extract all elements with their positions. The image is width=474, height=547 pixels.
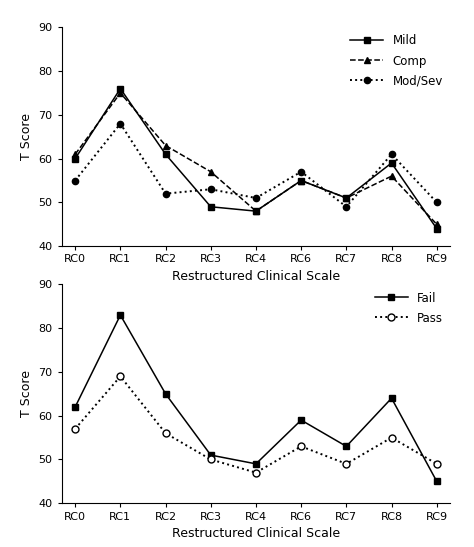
Mod/Sev	[163, 190, 168, 197]
Pass	[434, 461, 439, 467]
X-axis label: Restructured Clinical Scale: Restructured Clinical Scale	[172, 270, 340, 283]
Pass	[389, 434, 394, 441]
Fail	[298, 417, 304, 423]
Comp	[344, 195, 349, 201]
Mod/Sev	[253, 195, 259, 201]
Fail	[389, 395, 394, 401]
Comp	[389, 173, 394, 179]
Mild	[344, 195, 349, 201]
Line: Mod/Sev: Mod/Sev	[72, 120, 440, 210]
Line: Mild: Mild	[72, 85, 440, 232]
Pass	[208, 456, 214, 463]
Pass	[298, 443, 304, 450]
Fail	[434, 478, 439, 485]
Mild	[163, 151, 168, 158]
Mild	[389, 160, 394, 166]
Mod/Sev	[344, 203, 349, 210]
Line: Pass: Pass	[72, 373, 440, 476]
Fail	[163, 391, 168, 397]
Mod/Sev	[208, 186, 214, 193]
Mod/Sev	[298, 168, 304, 175]
Fail	[208, 452, 214, 458]
Legend: Fail, Pass: Fail, Pass	[370, 287, 448, 329]
Y-axis label: T Score: T Score	[20, 113, 33, 160]
Pass	[118, 373, 123, 380]
Pass	[253, 469, 259, 476]
Pass	[344, 461, 349, 467]
Legend: Mild, Comp, Mod/Sev: Mild, Comp, Mod/Sev	[346, 30, 448, 92]
Pass	[163, 430, 168, 437]
Comp	[163, 142, 168, 149]
Comp	[73, 151, 78, 158]
Mod/Sev	[73, 177, 78, 184]
Comp	[208, 168, 214, 175]
Fail	[344, 443, 349, 450]
Comp	[253, 208, 259, 214]
Line: Fail: Fail	[72, 312, 440, 485]
X-axis label: Restructured Clinical Scale: Restructured Clinical Scale	[172, 527, 340, 540]
Fail	[118, 312, 123, 318]
Pass	[73, 426, 78, 432]
Mild	[208, 203, 214, 210]
Mild	[298, 177, 304, 184]
Mild	[118, 85, 123, 92]
Comp	[118, 90, 123, 96]
Mild	[73, 155, 78, 162]
Comp	[434, 221, 439, 228]
Comp	[298, 177, 304, 184]
Mod/Sev	[434, 199, 439, 206]
Mild	[434, 225, 439, 232]
Mod/Sev	[118, 120, 123, 127]
Fail	[253, 461, 259, 467]
Y-axis label: T Score: T Score	[20, 370, 33, 417]
Mod/Sev	[389, 151, 394, 158]
Fail	[73, 404, 78, 410]
Line: Comp: Comp	[72, 90, 440, 228]
Mild	[253, 208, 259, 214]
